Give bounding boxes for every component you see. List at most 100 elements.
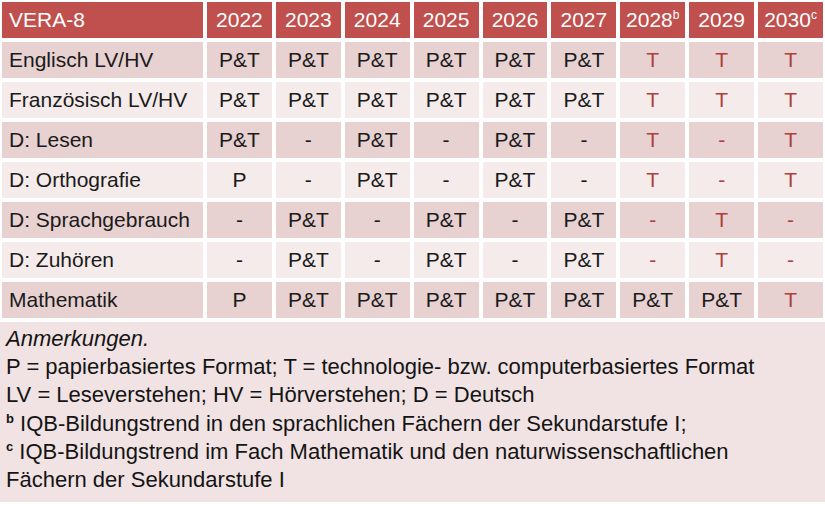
row-label: Mathematik <box>2 282 203 318</box>
table-cell: T <box>620 82 685 118</box>
notes-block: Anmerkungen.P = papierbasiertes Format; … <box>0 322 825 502</box>
table-cell: P&T <box>207 122 272 158</box>
table-cell: - <box>483 242 548 278</box>
note-line: Anmerkungen. <box>6 325 817 353</box>
year-label: 2028 <box>626 8 673 32</box>
table-cell: - <box>207 202 272 238</box>
year-label: 2026 <box>492 8 539 32</box>
table-cell: P <box>207 162 272 198</box>
table-cell: P&T <box>551 242 616 278</box>
table-cell: - <box>483 202 548 238</box>
table-cell: - <box>758 202 823 238</box>
table-cell: P&T <box>414 242 479 278</box>
table-cell: P&T <box>207 82 272 118</box>
table-cell: - <box>620 242 685 278</box>
header-year: 2027 <box>551 2 616 38</box>
table-cell: - <box>414 162 479 198</box>
year-label: 2030 <box>764 8 811 32</box>
table-cell: P&T <box>551 282 616 318</box>
table-cell: - <box>414 122 479 158</box>
table-cell: T <box>758 82 823 118</box>
table-cell: P&T <box>620 282 685 318</box>
table-cell: P&T <box>483 82 548 118</box>
table-cell: T <box>758 122 823 158</box>
year-label: 2029 <box>698 8 745 32</box>
table-cell: P&T <box>345 42 410 78</box>
table-cell: - <box>689 162 754 198</box>
table-cell: P&T <box>276 242 341 278</box>
note-line: LV = Leseverstehen; HV = Hörverstehen; D… <box>6 381 817 409</box>
table-cell: P&T <box>276 42 341 78</box>
year-label: 2023 <box>285 8 332 32</box>
row-label: D: Lesen <box>2 122 203 158</box>
table-cell: P&T <box>414 282 479 318</box>
table-cell: P&T <box>345 82 410 118</box>
table-cell: T <box>758 282 823 318</box>
table-cell: P&T <box>207 42 272 78</box>
table-cell: T <box>758 162 823 198</box>
note-text: IQB-Bildungstrend in den sprachlichen Fä… <box>14 411 687 436</box>
table-cell: - <box>345 242 410 278</box>
year-label: 2024 <box>354 8 401 32</box>
row-label: D: Zuhören <box>2 242 203 278</box>
table-cell: P&T <box>345 282 410 318</box>
table-cell: - <box>345 202 410 238</box>
note-text: IQB-Bildungstrend im Fach Mathematik und… <box>13 439 728 464</box>
table-cell: P&T <box>414 202 479 238</box>
table-cell: P&T <box>551 202 616 238</box>
table-cell: - <box>551 162 616 198</box>
header-year: 2030c <box>758 2 823 38</box>
table-cell: P&T <box>414 42 479 78</box>
note-line: c IQB-Bildungstrend im Fach Mathematik u… <box>6 438 817 466</box>
table-cell: P&T <box>276 82 341 118</box>
note-line: b IQB-Bildungstrend in den sprachlichen … <box>6 410 817 438</box>
table-cell: - <box>758 242 823 278</box>
table-cell: P&T <box>551 42 616 78</box>
table-cell: - <box>551 122 616 158</box>
table-cell: T <box>620 42 685 78</box>
table-cell: - <box>207 242 272 278</box>
table-cell: P&T <box>483 162 548 198</box>
table-cell: P&T <box>483 282 548 318</box>
table-cell: P <box>207 282 272 318</box>
table-title: VERA-8 <box>2 2 203 38</box>
table-cell: P&T <box>276 202 341 238</box>
table-cell: T <box>689 42 754 78</box>
table-cell: - <box>689 122 754 158</box>
header-year: 2028b <box>620 2 685 38</box>
table-cell: P&T <box>551 82 616 118</box>
table-cell: T <box>689 202 754 238</box>
table-cell: T <box>689 242 754 278</box>
table-cell: P&T <box>345 162 410 198</box>
table-cell: - <box>620 202 685 238</box>
year-label: 2022 <box>216 8 263 32</box>
row-label: Französisch LV/HV <box>2 82 203 118</box>
table-cell: - <box>276 162 341 198</box>
table-cell: P&T <box>483 42 548 78</box>
table-cell: - <box>276 122 341 158</box>
header-year: 2025 <box>414 2 479 38</box>
note-line: P = papierbasiertes Format; T = technolo… <box>6 353 817 381</box>
table-cell: P&T <box>689 282 754 318</box>
header-year: 2022 <box>207 2 272 38</box>
year-label: 2027 <box>561 8 608 32</box>
header-year: 2026 <box>483 2 548 38</box>
table-cell: P&T <box>345 122 410 158</box>
row-label: D: Sprachgebrauch <box>2 202 203 238</box>
table-cell: T <box>758 42 823 78</box>
row-label: Englisch LV/HV <box>2 42 203 78</box>
footnote-marker: c <box>811 9 817 21</box>
year-label: 2025 <box>423 8 470 32</box>
table-cell: P&T <box>276 282 341 318</box>
header-year: 2023 <box>276 2 341 38</box>
note-line: Fächern der Sekundarstufe I <box>6 466 817 494</box>
table-cell: T <box>620 162 685 198</box>
header-year: 2024 <box>345 2 410 38</box>
footnote-marker: b <box>673 9 680 21</box>
row-label: D: Orthografie <box>2 162 203 198</box>
vera8-table: VERA-8 2022 2023 2024 2025 2026 2027 2028b 2029 2… <box>0 0 825 318</box>
header-year: 2029 <box>689 2 754 38</box>
table-cell: P&T <box>414 82 479 118</box>
footnote-marker: b <box>6 410 14 425</box>
table-cell: T <box>620 122 685 158</box>
